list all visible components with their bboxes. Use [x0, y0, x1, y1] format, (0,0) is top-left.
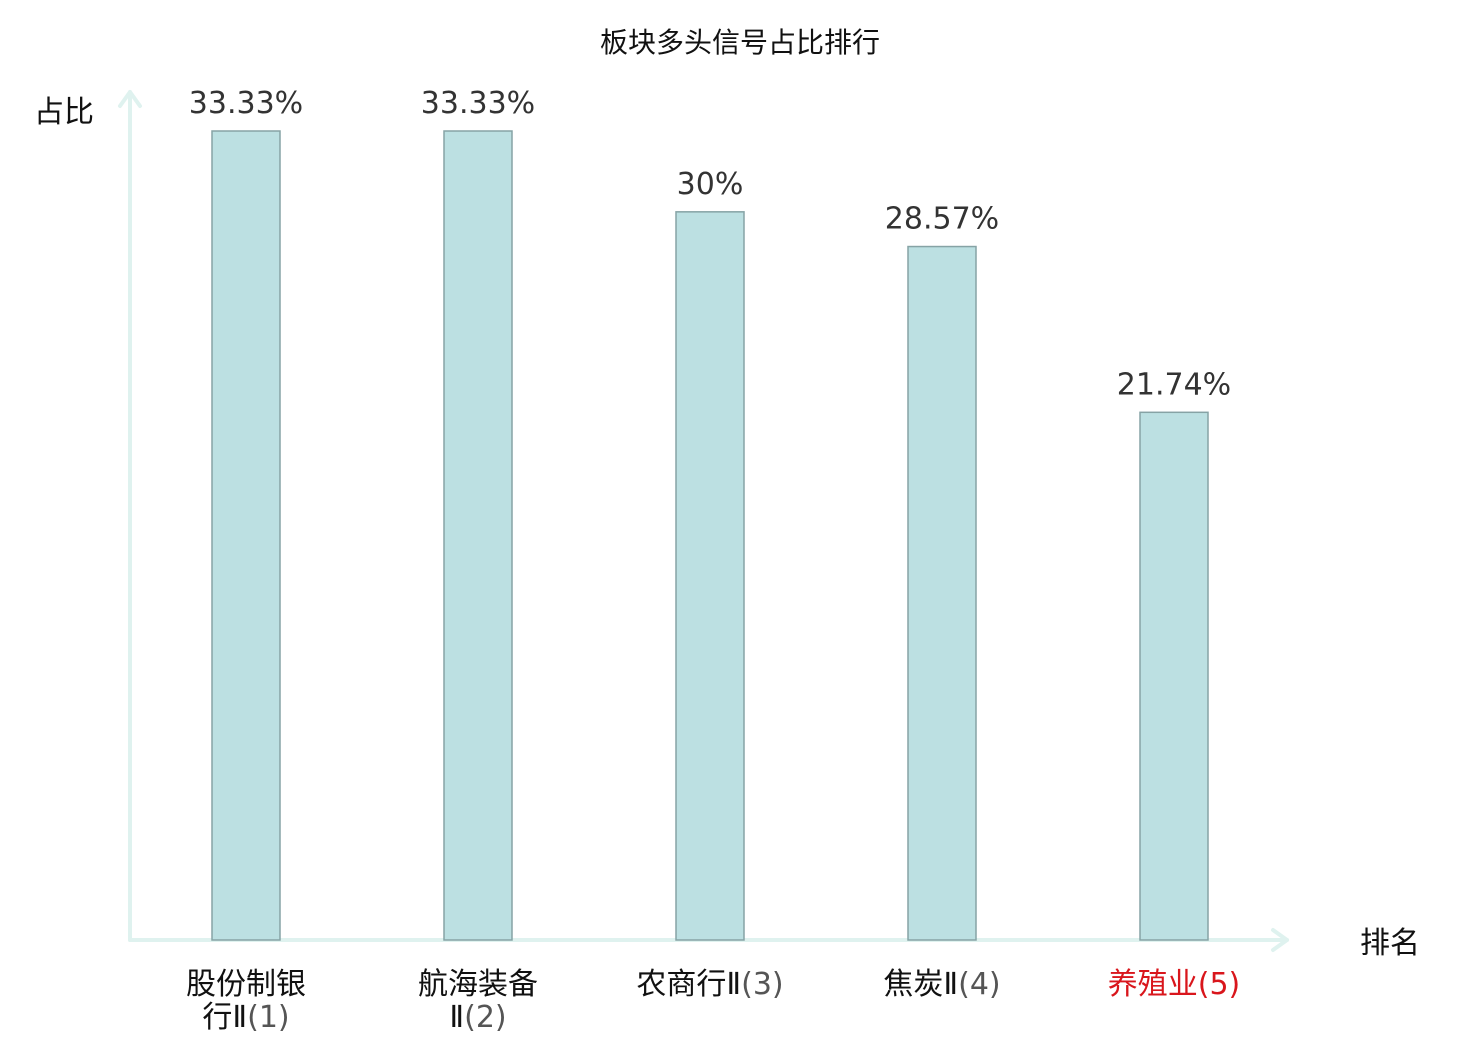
bar-4 [907, 245, 977, 941]
category-label-4: 焦炭Ⅱ(4) [883, 967, 1000, 1002]
bars [211, 130, 1209, 941]
value-label-2: 33.33% [421, 86, 535, 121]
bar-5 [1139, 411, 1209, 941]
x-axis-arrow [1271, 928, 1289, 952]
y-axis-arrow [118, 90, 142, 108]
bar-2 [443, 130, 513, 941]
category-label-1: 股份制银行Ⅱ(1) [186, 967, 306, 1035]
value-labels: 33.33% 33.33% 30% 28.57% 21.74% [189, 86, 1231, 402]
category-label-3: 农商行Ⅱ(3) [636, 967, 783, 1002]
value-label-5: 21.74% [1117, 367, 1231, 402]
value-label-1: 33.33% [189, 86, 303, 121]
category-labels: 股份制银行Ⅱ(1) 航海装备 Ⅱ(2) 农商行Ⅱ(3) 焦炭Ⅱ(4) 养殖业(5) [186, 967, 1240, 1035]
x-axis-label: 排名 [1360, 926, 1420, 961]
chart-title: 板块多头信号占比排行 [600, 26, 880, 59]
bar-1 [211, 130, 281, 941]
bar-3 [675, 211, 745, 941]
y-axis-label: 占比 [34, 95, 94, 130]
category-label-2: 航海装备 Ⅱ(2) [418, 967, 538, 1035]
value-label-4: 28.57% [885, 202, 999, 237]
value-label-3: 30% [677, 167, 744, 202]
category-label-5: 养殖业(5) [1108, 967, 1241, 1002]
